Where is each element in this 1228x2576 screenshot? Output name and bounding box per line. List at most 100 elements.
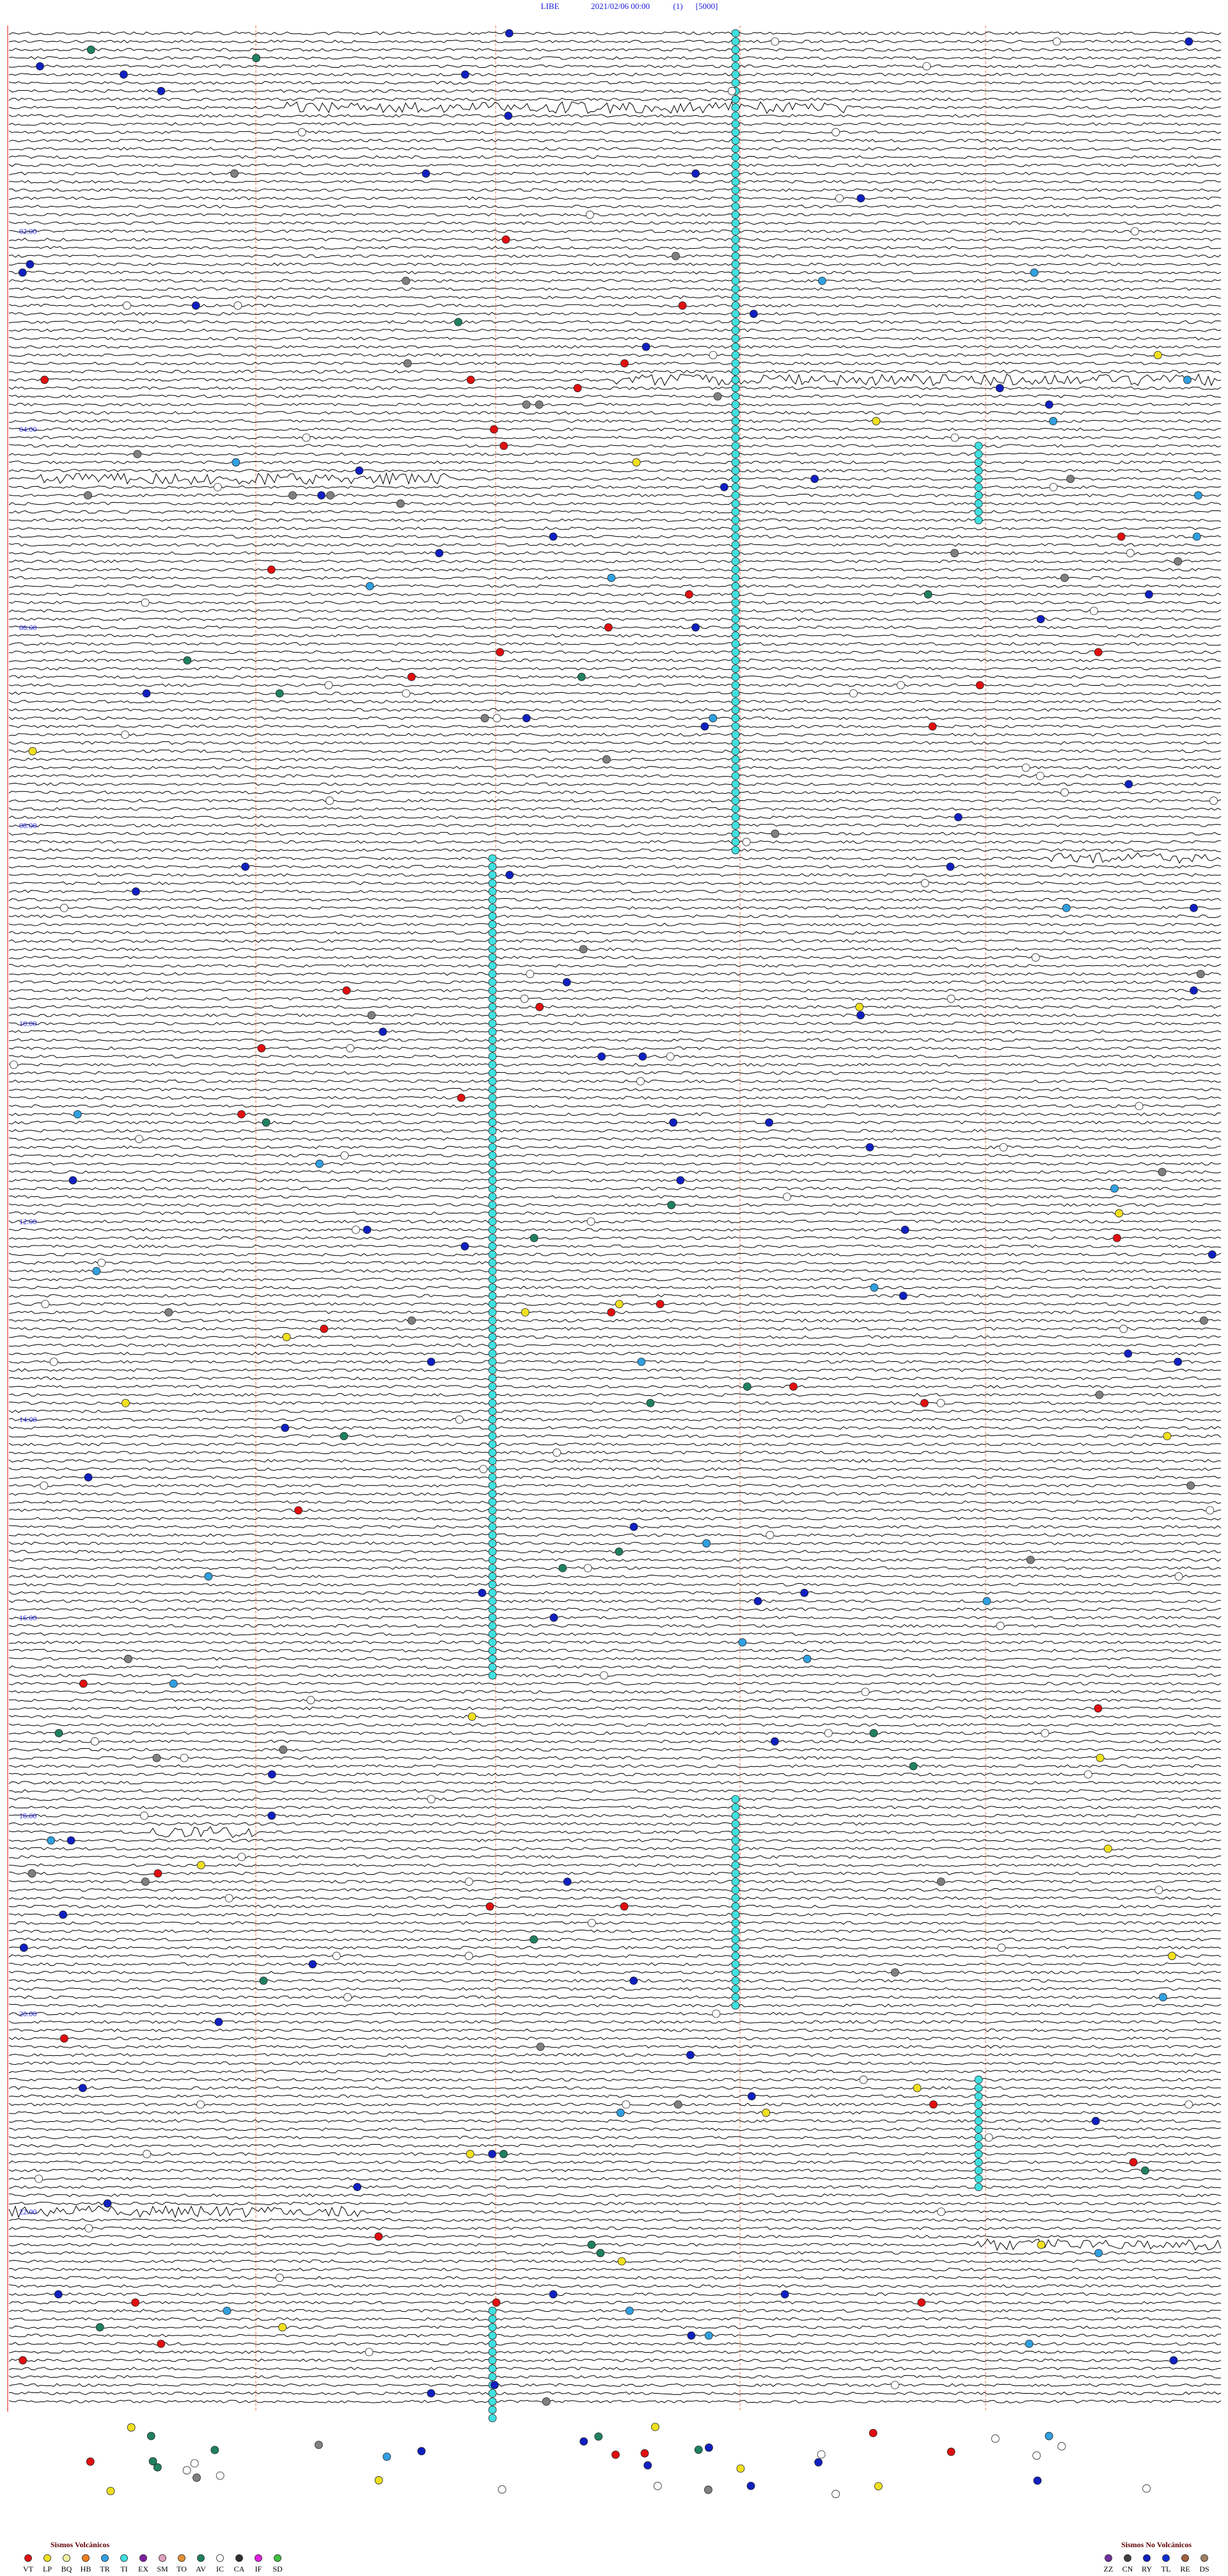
trace [8, 1739, 1222, 1744]
event [488, 1391, 497, 1399]
event [676, 1176, 685, 1185]
event [294, 1506, 303, 1515]
event [731, 54, 740, 63]
trace [8, 1203, 1222, 1207]
trace [8, 287, 1222, 291]
trace [8, 2284, 1222, 2288]
event [974, 2108, 983, 2117]
event [488, 2149, 496, 2158]
event [731, 714, 740, 723]
legend-code: TI [120, 2564, 127, 2573]
trace [8, 1987, 1222, 1991]
event [488, 1605, 497, 1614]
trace [8, 2177, 1222, 2181]
event [611, 2450, 620, 2459]
event [488, 1126, 497, 1135]
event [41, 1300, 50, 1308]
event [522, 400, 531, 409]
event [803, 1654, 812, 1663]
trace [8, 2292, 1222, 2296]
trace [8, 1970, 1222, 1975]
event [522, 714, 531, 723]
trace [8, 155, 1222, 159]
trace [8, 526, 1222, 530]
event [731, 450, 740, 459]
event [771, 829, 780, 838]
trace [8, 2218, 1222, 2222]
event [141, 1877, 150, 1886]
event [488, 1588, 497, 1597]
event [332, 1952, 341, 1961]
event [28, 747, 37, 755]
event [536, 2043, 545, 2051]
event [488, 1077, 497, 1086]
legend-swatch [101, 2554, 109, 2562]
event [604, 623, 613, 632]
event [974, 499, 983, 508]
trace [8, 1121, 1222, 1125]
time-label: 12:00 [19, 1217, 36, 1226]
event [974, 2083, 983, 2092]
trace [8, 1500, 1222, 1504]
event [183, 656, 192, 665]
event [1194, 491, 1202, 500]
legend-code: LP [43, 2564, 52, 2573]
event [488, 978, 497, 986]
event [464, 1952, 473, 1961]
event [924, 590, 933, 599]
event [324, 681, 333, 690]
trace [8, 1046, 1222, 1050]
event [180, 1753, 189, 1762]
event [488, 936, 497, 945]
event [18, 268, 27, 277]
event [504, 111, 513, 120]
event [500, 2149, 508, 2158]
event [157, 86, 166, 95]
event [279, 1745, 288, 1754]
event [123, 1654, 132, 1663]
event [488, 912, 497, 921]
event [687, 2331, 696, 2340]
trace [8, 303, 1222, 308]
trace [8, 2334, 1222, 2337]
event [488, 1407, 497, 1416]
event [731, 210, 740, 219]
trace [8, 1228, 1222, 1232]
legend-code: CA [234, 2564, 245, 2573]
trace [8, 1087, 1222, 1091]
event [731, 367, 740, 376]
event [597, 1052, 606, 1061]
trace [8, 1731, 1222, 1735]
legend-code: SD [272, 2564, 283, 2573]
event [720, 483, 728, 491]
trace [8, 271, 1222, 274]
trace [8, 2020, 1222, 2024]
event [704, 2331, 713, 2340]
event [84, 1473, 93, 1482]
event [974, 2149, 983, 2158]
event [1025, 2339, 1034, 2348]
legend-swatch [1162, 2554, 1170, 2562]
trace [8, 774, 1222, 778]
trace [8, 766, 1222, 770]
event [488, 1258, 497, 1267]
event [869, 2429, 878, 2437]
legend-code: IF [255, 2564, 262, 2573]
event [496, 648, 505, 656]
station: LIBE [541, 1, 560, 11]
trace [8, 510, 1222, 514]
event [1052, 37, 1061, 46]
trace [8, 732, 1222, 737]
event [407, 672, 416, 681]
trace [8, 471, 1222, 486]
event [103, 2199, 112, 2208]
trace [8, 1128, 1222, 1133]
event [897, 681, 905, 690]
event [974, 516, 983, 525]
event [106, 2486, 115, 2495]
trace [8, 1599, 1222, 1603]
event [731, 1886, 740, 1894]
event [353, 2183, 361, 2192]
event [1094, 1704, 1103, 1713]
event [267, 565, 276, 574]
